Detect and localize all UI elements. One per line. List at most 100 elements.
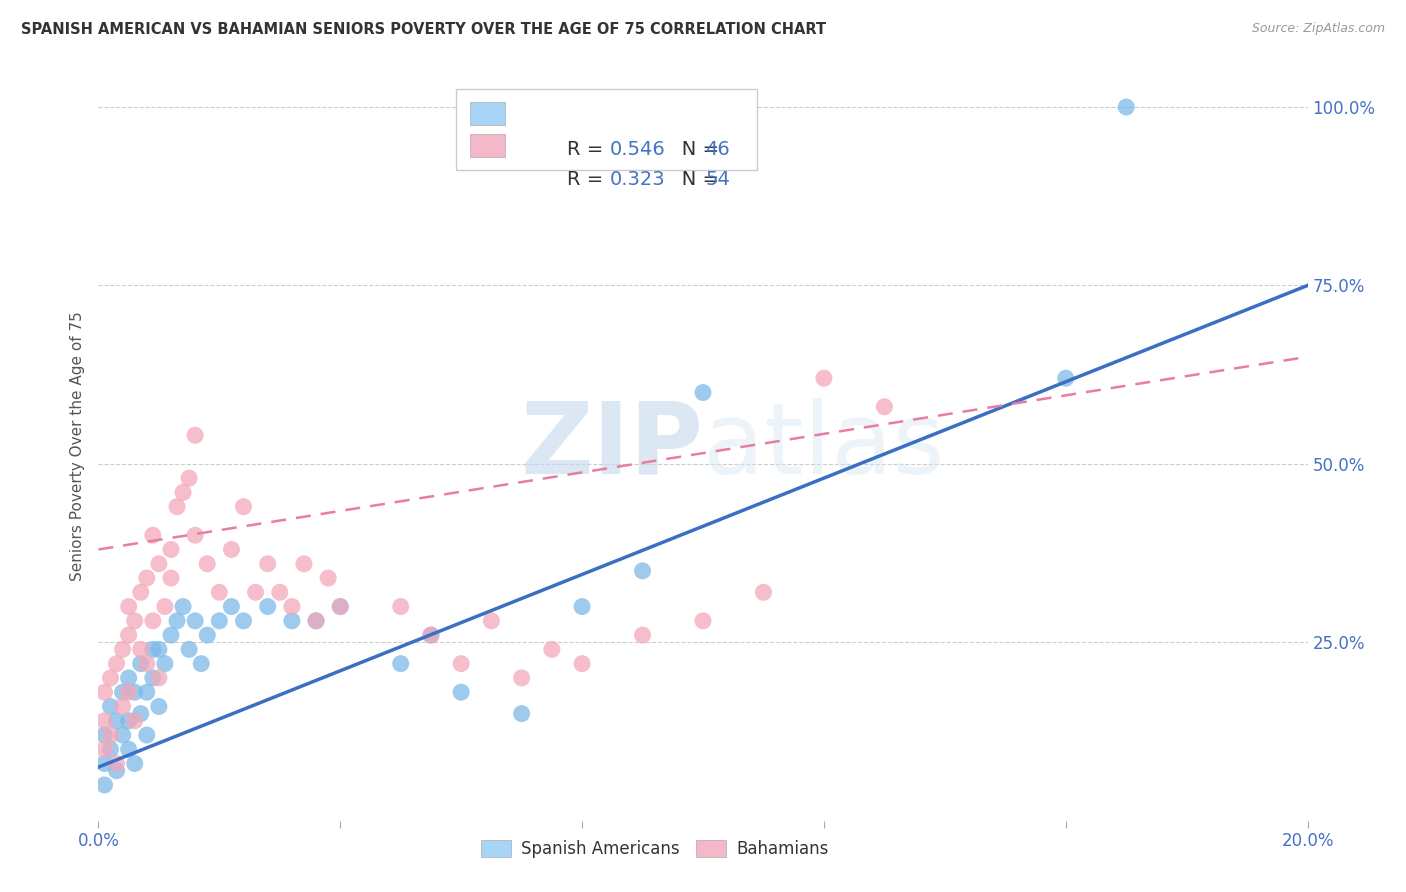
Point <box>269 585 291 599</box>
Point <box>450 657 472 671</box>
Point <box>221 599 243 614</box>
Point <box>100 742 122 756</box>
Point <box>281 614 304 628</box>
Point <box>142 528 165 542</box>
Point <box>305 614 328 628</box>
Point <box>571 657 593 671</box>
Text: Source: ZipAtlas.com: Source: ZipAtlas.com <box>1251 22 1385 36</box>
Point <box>631 564 654 578</box>
Point <box>389 599 412 614</box>
Point <box>153 657 176 671</box>
Point <box>389 657 412 671</box>
Point <box>481 614 503 628</box>
Point <box>142 671 165 685</box>
Point <box>135 571 157 585</box>
Point <box>232 500 254 514</box>
Point <box>190 657 212 671</box>
Point <box>118 628 141 642</box>
Point <box>510 671 533 685</box>
Point <box>873 400 896 414</box>
Point <box>256 557 278 571</box>
Point <box>148 642 170 657</box>
Point <box>208 585 231 599</box>
Point <box>172 485 194 500</box>
Point <box>329 599 352 614</box>
Point <box>93 728 115 742</box>
Point <box>124 614 146 628</box>
Point <box>118 685 141 699</box>
Point <box>105 657 128 671</box>
Point <box>166 500 188 514</box>
Text: R =: R = <box>567 169 610 189</box>
Point <box>316 571 339 585</box>
Point <box>160 628 183 642</box>
Point <box>129 642 152 657</box>
Point <box>118 671 141 685</box>
Point <box>1115 100 1137 114</box>
Point <box>329 599 352 614</box>
Legend: Spanish Americans, Bahamians: Spanish Americans, Bahamians <box>474 833 835 864</box>
Point <box>184 614 207 628</box>
Point <box>305 614 328 628</box>
Point <box>510 706 533 721</box>
Point <box>129 585 152 599</box>
Point <box>813 371 835 385</box>
Point <box>111 685 134 699</box>
Point <box>153 599 176 614</box>
Point <box>179 471 201 485</box>
Point <box>100 728 122 742</box>
Point <box>148 671 170 685</box>
Text: SPANISH AMERICAN VS BAHAMIAN SENIORS POVERTY OVER THE AGE OF 75 CORRELATION CHAR: SPANISH AMERICAN VS BAHAMIAN SENIORS POV… <box>21 22 827 37</box>
Point <box>105 714 128 728</box>
Point <box>166 614 188 628</box>
Point <box>184 528 207 542</box>
Point <box>148 557 170 571</box>
Text: N =: N = <box>662 169 725 189</box>
Text: 46: 46 <box>704 140 730 160</box>
Point <box>135 685 157 699</box>
Point <box>124 756 146 771</box>
Point <box>208 614 231 628</box>
Point <box>111 699 134 714</box>
Text: 0.323: 0.323 <box>609 169 665 189</box>
Point <box>631 628 654 642</box>
Point <box>221 542 243 557</box>
Point <box>93 685 115 699</box>
Point <box>118 599 141 614</box>
Point <box>281 599 304 614</box>
Point <box>111 642 134 657</box>
Point <box>135 657 157 671</box>
Point <box>420 628 443 642</box>
Point <box>100 699 122 714</box>
Point <box>292 557 315 571</box>
Point <box>93 714 115 728</box>
Point <box>124 685 146 699</box>
Text: ZIP: ZIP <box>520 398 703 494</box>
Point <box>172 599 194 614</box>
Point <box>129 706 152 721</box>
Point <box>118 714 141 728</box>
Text: 54: 54 <box>704 169 730 189</box>
Point <box>105 756 128 771</box>
Point <box>195 628 218 642</box>
Point <box>692 614 714 628</box>
Point <box>160 542 183 557</box>
Point <box>420 628 443 642</box>
Point <box>450 685 472 699</box>
Point <box>93 778 115 792</box>
Point <box>124 714 146 728</box>
Point <box>540 642 562 657</box>
Point <box>129 657 152 671</box>
Point <box>1054 371 1077 385</box>
Point <box>142 614 165 628</box>
Point <box>93 756 115 771</box>
Point <box>118 742 141 756</box>
Point <box>111 728 134 742</box>
Point <box>135 728 157 742</box>
Point <box>256 599 278 614</box>
Point <box>232 614 254 628</box>
Point <box>100 671 122 685</box>
Y-axis label: Seniors Poverty Over the Age of 75: Seniors Poverty Over the Age of 75 <box>69 311 84 581</box>
Point <box>93 742 115 756</box>
Text: N =: N = <box>662 140 725 160</box>
